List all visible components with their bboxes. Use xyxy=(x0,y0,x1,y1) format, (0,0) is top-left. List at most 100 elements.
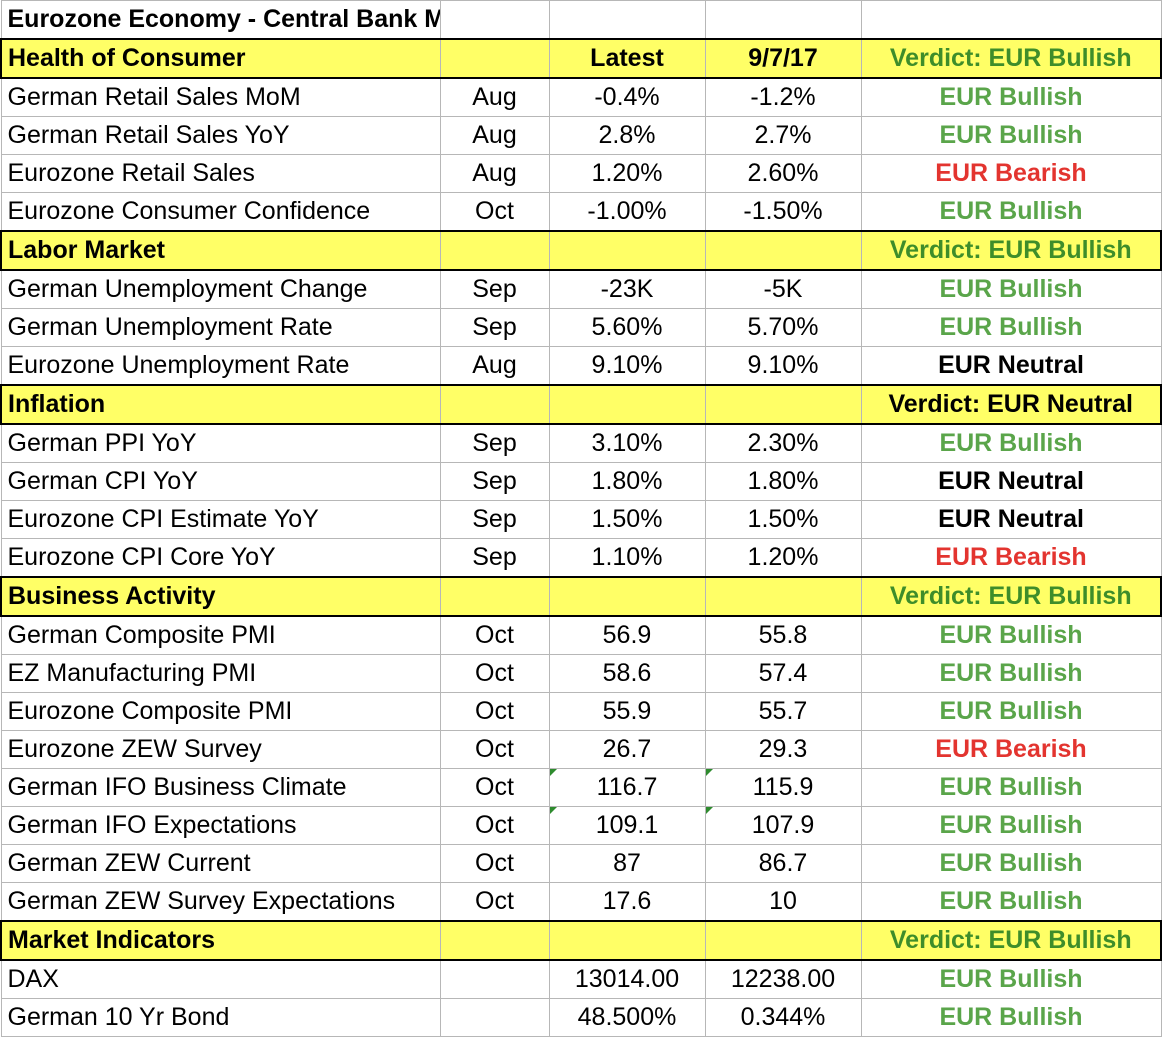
previous-value-cell[interactable]: 2.7% xyxy=(704,116,862,155)
period-cell[interactable]: Sep xyxy=(439,500,550,539)
period-cell[interactable]: Oct xyxy=(439,806,550,845)
period-cell[interactable]: Oct xyxy=(439,730,550,769)
verdict-cell[interactable]: EUR Bullish xyxy=(860,615,1162,655)
indicator-name-cell[interactable]: Eurozone Consumer Confidence xyxy=(0,192,441,232)
previous-value-cell[interactable]: -5K xyxy=(704,269,862,309)
period-cell[interactable]: Oct xyxy=(439,844,550,883)
column-header-latest[interactable]: Latest xyxy=(548,38,706,79)
column-header-latest[interactable] xyxy=(548,384,706,425)
indicator-name-cell[interactable]: EZ Manufacturing PMI xyxy=(0,654,441,693)
latest-value-cell[interactable]: 55.9 xyxy=(548,692,706,731)
section-title[interactable]: Inflation xyxy=(0,384,441,425)
column-header-previous[interactable] xyxy=(704,230,862,271)
period-cell[interactable]: Sep xyxy=(439,308,550,347)
indicator-name-cell[interactable]: German ZEW Current xyxy=(0,844,441,883)
period-cell[interactable] xyxy=(439,959,550,999)
period-cell[interactable]: Aug xyxy=(439,116,550,155)
indicator-name-cell[interactable]: German Unemployment Change xyxy=(0,269,441,309)
latest-value-cell[interactable]: 1.50% xyxy=(548,500,706,539)
previous-value-cell[interactable]: 115.9 xyxy=(704,768,862,807)
previous-value-cell[interactable]: 1.50% xyxy=(704,500,862,539)
period-cell[interactable]: Oct xyxy=(439,615,550,655)
period-cell[interactable]: Aug xyxy=(439,77,550,117)
indicator-name-cell[interactable]: Eurozone Composite PMI xyxy=(0,692,441,731)
period-cell[interactable]: Sep xyxy=(439,423,550,463)
period-cell[interactable]: Sep xyxy=(439,269,550,309)
previous-value-cell[interactable]: 2.60% xyxy=(704,154,862,193)
verdict-cell[interactable]: EUR Bullish xyxy=(860,998,1162,1037)
verdict-cell[interactable]: EUR Bearish xyxy=(860,538,1162,578)
latest-value-cell[interactable]: 2.8% xyxy=(548,116,706,155)
latest-value-cell[interactable]: 48.500% xyxy=(548,998,706,1037)
period-cell[interactable]: Sep xyxy=(439,538,550,578)
latest-value-cell[interactable]: -23K xyxy=(548,269,706,309)
previous-value-cell[interactable]: 2.30% xyxy=(704,423,862,463)
section-title[interactable]: Health of Consumer xyxy=(0,38,441,79)
verdict-cell[interactable]: EUR Bullish xyxy=(860,768,1162,807)
sheet-title[interactable]: Eurozone Economy - Central Bank Meeting xyxy=(0,0,441,40)
section-title[interactable]: Labor Market xyxy=(0,230,441,271)
previous-value-cell[interactable]: 57.4 xyxy=(704,654,862,693)
section-verdict[interactable]: Verdict: EUR Bullish xyxy=(860,230,1162,271)
previous-value-cell[interactable]: 55.7 xyxy=(704,692,862,731)
verdict-cell[interactable]: EUR Bullish xyxy=(860,116,1162,155)
indicator-name-cell[interactable]: German IFO Expectations xyxy=(0,806,441,845)
column-header-previous[interactable] xyxy=(704,576,862,617)
period-cell[interactable]: Oct xyxy=(439,882,550,922)
indicator-name-cell[interactable]: German Retail Sales MoM xyxy=(0,77,441,117)
indicator-name-cell[interactable]: German 10 Yr Bond xyxy=(0,998,441,1037)
period-cell[interactable]: Aug xyxy=(439,154,550,193)
verdict-cell[interactable]: EUR Bearish xyxy=(860,730,1162,769)
latest-value-cell[interactable]: 9.10% xyxy=(548,346,706,386)
section-verdict[interactable]: Verdict: EUR Bullish xyxy=(860,920,1162,961)
column-header-previous[interactable] xyxy=(704,920,862,961)
column-header-latest[interactable] xyxy=(548,576,706,617)
empty-cell[interactable] xyxy=(860,0,1162,40)
verdict-cell[interactable]: EUR Neutral xyxy=(860,462,1162,501)
previous-value-cell[interactable]: 1.80% xyxy=(704,462,862,501)
period-cell[interactable]: Aug xyxy=(439,346,550,386)
latest-value-cell[interactable]: 87 xyxy=(548,844,706,883)
period-cell[interactable]: Oct xyxy=(439,768,550,807)
previous-value-cell[interactable]: 10 xyxy=(704,882,862,922)
indicator-name-cell[interactable]: German Composite PMI xyxy=(0,615,441,655)
verdict-cell[interactable]: EUR Bullish xyxy=(860,692,1162,731)
latest-value-cell[interactable]: 109.1 xyxy=(548,806,706,845)
previous-value-cell[interactable]: -1.2% xyxy=(704,77,862,117)
verdict-cell[interactable]: EUR Neutral xyxy=(860,346,1162,386)
column-header-previous[interactable] xyxy=(704,384,862,425)
period-cell[interactable]: Oct xyxy=(439,692,550,731)
empty-cell[interactable] xyxy=(439,230,550,271)
period-cell[interactable]: Sep xyxy=(439,462,550,501)
column-header-previous[interactable]: 9/7/17 xyxy=(704,38,862,79)
verdict-cell[interactable]: EUR Bullish xyxy=(860,844,1162,883)
verdict-cell[interactable]: EUR Bullish xyxy=(860,654,1162,693)
empty-cell[interactable] xyxy=(439,384,550,425)
indicator-name-cell[interactable]: German Unemployment Rate xyxy=(0,308,441,347)
indicator-name-cell[interactable]: Eurozone CPI Core YoY xyxy=(0,538,441,578)
empty-cell[interactable] xyxy=(439,0,550,40)
indicator-name-cell[interactable]: German ZEW Survey Expectations xyxy=(0,882,441,922)
section-title[interactable]: Business Activity xyxy=(0,576,441,617)
empty-cell[interactable] xyxy=(439,576,550,617)
previous-value-cell[interactable]: -1.50% xyxy=(704,192,862,232)
period-cell[interactable]: Oct xyxy=(439,192,550,232)
verdict-cell[interactable]: EUR Bullish xyxy=(860,806,1162,845)
latest-value-cell[interactable]: 1.10% xyxy=(548,538,706,578)
empty-cell[interactable] xyxy=(439,38,550,79)
latest-value-cell[interactable]: 17.6 xyxy=(548,882,706,922)
verdict-cell[interactable]: EUR Bullish xyxy=(860,77,1162,117)
previous-value-cell[interactable]: 55.8 xyxy=(704,615,862,655)
indicator-name-cell[interactable]: Eurozone Unemployment Rate xyxy=(0,346,441,386)
latest-value-cell[interactable]: 3.10% xyxy=(548,423,706,463)
verdict-cell[interactable]: EUR Bullish xyxy=(860,192,1162,232)
empty-cell[interactable] xyxy=(704,0,862,40)
section-verdict[interactable]: Verdict: EUR Bullish xyxy=(860,576,1162,617)
section-title[interactable]: Market Indicators xyxy=(0,920,441,961)
latest-value-cell[interactable]: 116.7 xyxy=(548,768,706,807)
previous-value-cell[interactable]: 107.9 xyxy=(704,806,862,845)
previous-value-cell[interactable]: 9.10% xyxy=(704,346,862,386)
verdict-cell[interactable]: EUR Bullish xyxy=(860,269,1162,309)
verdict-cell[interactable]: EUR Bullish xyxy=(860,882,1162,922)
section-verdict[interactable]: Verdict: EUR Bullish xyxy=(860,38,1162,79)
